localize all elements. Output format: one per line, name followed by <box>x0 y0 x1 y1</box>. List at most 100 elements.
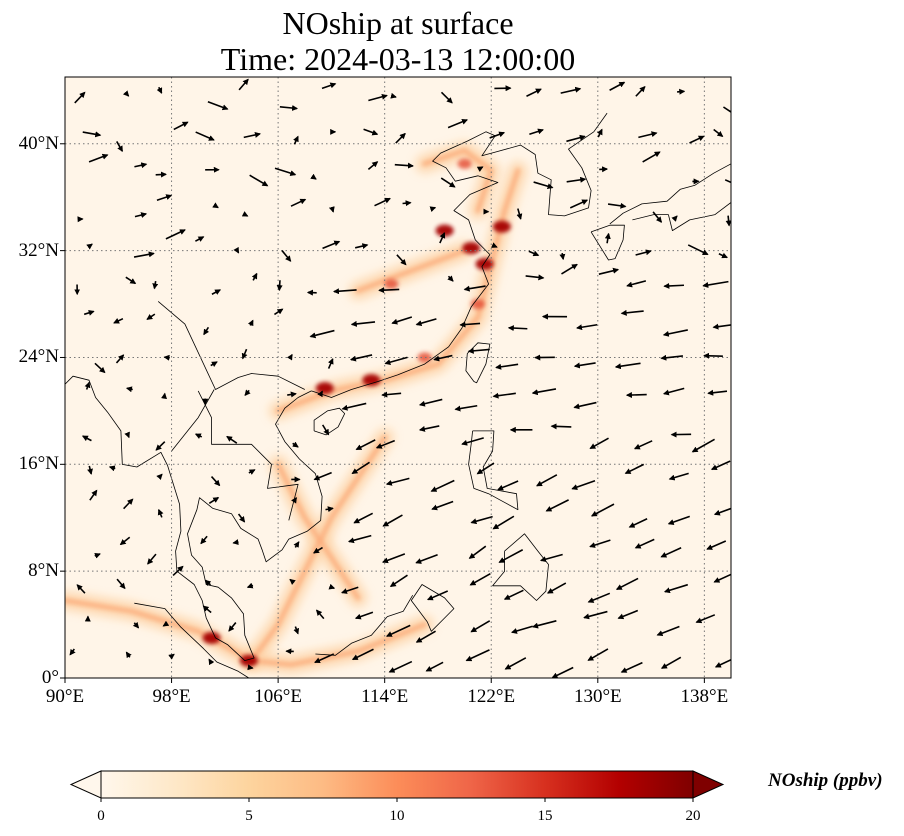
wind-vector <box>195 131 215 141</box>
wind-vector <box>238 78 249 91</box>
wind-vector <box>241 211 249 217</box>
wind-vector <box>273 308 284 316</box>
wind-vector <box>381 391 402 398</box>
map-content <box>65 77 731 678</box>
wind-vector <box>626 280 647 288</box>
wind-vector <box>244 389 251 397</box>
wind-vector <box>247 664 254 671</box>
wind-vector <box>89 489 98 501</box>
wind-vector <box>415 318 437 327</box>
colorbar-tick-label: 10 <box>389 808 405 824</box>
wind-vector <box>290 198 307 207</box>
wind-vector <box>328 583 336 590</box>
coastline <box>134 602 250 678</box>
wind-vector <box>415 630 436 643</box>
wind-vector <box>710 460 731 471</box>
wind-vector <box>279 105 299 112</box>
wind-vector <box>88 153 109 163</box>
wind-vector <box>695 614 716 624</box>
wind-vector <box>212 202 219 209</box>
wind-vector <box>492 515 515 530</box>
wind-vector <box>628 518 648 528</box>
wind-vector <box>620 661 643 673</box>
emission-lane <box>422 148 494 214</box>
wind-vector <box>207 100 229 111</box>
wind-vector <box>566 134 586 143</box>
wind-vector <box>108 465 116 472</box>
wind-vector <box>162 620 170 627</box>
wind-vector <box>83 309 95 316</box>
wind-vector <box>155 441 166 451</box>
wind-vector <box>660 656 682 669</box>
wind-vector <box>134 162 148 169</box>
wind-vector <box>492 392 516 399</box>
wind-vector <box>233 246 240 254</box>
wind-vector <box>415 554 438 564</box>
wind-vector <box>200 535 208 545</box>
wind-vector <box>489 131 506 139</box>
wind-vector <box>724 179 731 184</box>
wind-vector <box>94 552 101 559</box>
wind-vector <box>94 362 106 374</box>
x-tick-label: 122°E <box>467 686 516 707</box>
wind-vector <box>116 578 126 590</box>
wind-vector <box>134 212 148 218</box>
wind-vector <box>374 197 391 207</box>
wind-vector <box>204 579 212 586</box>
wind-vector <box>597 128 603 138</box>
wind-vector <box>355 439 376 451</box>
emission-hotspot <box>239 654 258 667</box>
wind-vector <box>243 131 261 139</box>
wind-vector <box>251 272 258 281</box>
coastline <box>492 533 549 601</box>
wind-vector <box>316 609 325 620</box>
wind-vector <box>232 539 239 546</box>
wind-vector <box>116 141 124 153</box>
wind-vector <box>615 577 639 591</box>
wind-vector <box>402 200 412 207</box>
wind-vector <box>476 462 495 475</box>
wind-vector <box>497 480 519 491</box>
wind-vector <box>617 609 639 620</box>
colorbar-gradient <box>100 770 694 799</box>
wind-vector <box>82 131 102 138</box>
wind-vector <box>228 622 237 632</box>
wind-vector <box>691 438 715 453</box>
colorbar-label: NOship (ppbv) <box>768 770 883 791</box>
wind-vector <box>573 362 596 369</box>
wind-vector <box>155 171 167 178</box>
wind-vector <box>322 240 341 250</box>
wind-vector <box>124 431 130 439</box>
colorbar-extend-high <box>692 770 725 799</box>
wind-vector <box>122 90 130 97</box>
wind-vector <box>157 508 164 518</box>
wind-vector <box>350 320 376 327</box>
wind-vector <box>81 435 92 442</box>
wind-vector <box>439 232 446 244</box>
wind-vector <box>132 621 140 629</box>
wind-vector <box>571 479 596 490</box>
wind-vector <box>507 325 528 332</box>
wind-vector <box>551 666 574 678</box>
wind-vector <box>249 174 269 187</box>
wind-vector <box>115 354 125 364</box>
wind-vector <box>511 625 533 634</box>
y-tick-label: 40°N <box>18 132 59 154</box>
coastline <box>410 584 455 632</box>
wind-vector <box>703 352 723 359</box>
wind-vector <box>382 553 406 564</box>
figure-title-line2: Time: 2024-03-13 12:00:00 <box>220 41 576 77</box>
wind-vector <box>237 513 246 523</box>
wind-vector <box>195 236 205 242</box>
wind-vector <box>491 242 498 248</box>
wind-vector <box>635 249 652 256</box>
wind-vector <box>418 425 440 432</box>
wind-vector <box>69 648 76 656</box>
wind-vector <box>76 584 86 594</box>
wind-vector <box>498 549 524 564</box>
wind-vector <box>454 404 478 412</box>
wind-vector <box>211 289 222 295</box>
wind-vector <box>614 362 641 370</box>
emission-hotspot <box>492 220 511 233</box>
wind-vector <box>459 321 481 328</box>
